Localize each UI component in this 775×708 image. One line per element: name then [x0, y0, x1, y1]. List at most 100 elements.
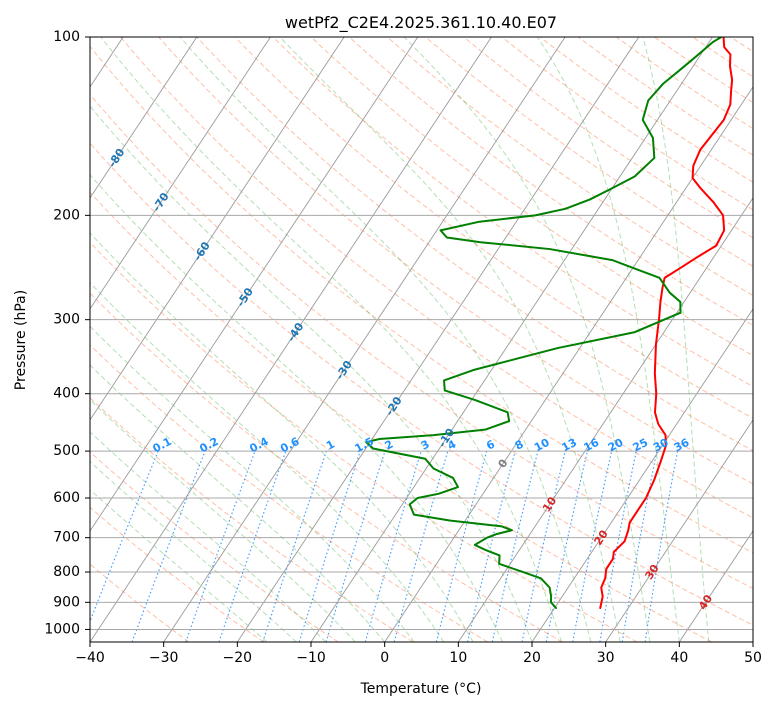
mixing-ratio-line: [90, 450, 159, 623]
dry-adiabat-line: [463, 37, 753, 239]
isotherm-label: -80: [106, 146, 128, 170]
isobar-gridlines: [90, 37, 753, 630]
isotherm-label: -30: [333, 358, 355, 382]
mixing-ratio-label: 4: [445, 437, 458, 452]
skewed-isotherm-line: [531, 308, 753, 642]
isotherm-label: 20: [592, 527, 611, 547]
x-tick-label: −10: [296, 650, 326, 666]
y-tick-label: 400: [53, 386, 80, 402]
plot-frame: [89, 36, 754, 643]
skewed-isotherm-line: [605, 419, 753, 642]
y-tick-label: 600: [53, 490, 80, 506]
moist-adiabat-line: [279, 37, 621, 642]
profile-lines: [365, 37, 734, 609]
dry-adiabat-line: [90, 45, 753, 554]
moist-adiabat-line: [90, 105, 533, 642]
mixing-ratio-label: 0.2: [197, 435, 220, 456]
x-tick-label: −20: [223, 650, 253, 666]
dewpoint-profile-line: [365, 37, 723, 609]
dry-adiabat-line: [90, 93, 753, 590]
temperature-profile-line: [599, 37, 734, 609]
mixing-ratio-lines: [90, 450, 679, 642]
isotherm-label: -20: [383, 394, 405, 418]
skewed-isotherms: [90, 37, 753, 642]
x-tick-label: 0: [380, 650, 389, 666]
x-axis: −40 −30 −20 −10 0 10 20 30 40 50: [75, 642, 762, 666]
mixing-ratio-label: 36: [672, 436, 692, 455]
skewed-isotherm-line: [90, 37, 271, 310]
isotherm-label: 40: [696, 592, 715, 612]
x-tick-label: 20: [523, 650, 541, 666]
mixing-ratio-line: [262, 450, 328, 642]
mixing-ratio-label: 3: [419, 438, 432, 453]
moist-adiabat-line: [90, 399, 356, 642]
mixing-ratio-label: 16: [582, 436, 602, 455]
mixing-ratio-label: 6: [484, 437, 497, 452]
skewed-isotherm-line: [90, 37, 198, 199]
plot-area: [90, 37, 753, 642]
mixing-ratio-line: [599, 450, 637, 642]
moist-adiabat-line: [90, 325, 415, 642]
isotherm-label: -60: [191, 239, 213, 263]
x-tick-label: 10: [449, 650, 467, 666]
isotherm-label: 30: [642, 562, 661, 582]
dry-adiabat-line: [120, 37, 753, 519]
isotherm-label: -90: [65, 96, 87, 120]
x-tick-label: 30: [597, 650, 615, 666]
moist-adiabat-line: [403, 37, 651, 642]
moist-adiabat-line: [90, 232, 474, 642]
dry-adiabat-line: [348, 37, 753, 326]
chart-title: wetPf2_C2E4.2025.361.10.40.E07: [285, 13, 557, 33]
y-tick-label: 500: [53, 443, 80, 459]
dry-adiabat-line: [90, 344, 488, 642]
isotherm-label: 0: [495, 457, 510, 471]
y-tick-label: 700: [53, 530, 80, 546]
mixing-ratio-label: 0.4: [247, 435, 271, 456]
skewed-isotherm-line: [90, 37, 419, 532]
mixing-ratio-line: [298, 450, 361, 642]
y-tick-label: 1000: [44, 621, 80, 637]
dry-adiabat-line: [310, 37, 753, 357]
mixing-ratio-line: [521, 450, 566, 642]
x-axis-label: Temperature (°C): [360, 681, 482, 697]
mixing-ratio-label: 10: [532, 436, 552, 455]
x-tick-label: 40: [670, 650, 688, 666]
isotherm-label: -50: [234, 285, 256, 309]
dry-adiabat-line: [272, 37, 753, 388]
mixing-ratio-label: 25: [631, 436, 651, 455]
mixing-ratio-label: 0.1: [151, 435, 174, 456]
isotherm-label: -40: [285, 320, 307, 344]
mixing-ratio-line: [218, 450, 287, 642]
mixing-ratio-line: [491, 450, 539, 642]
skewed-isotherm-line: [310, 37, 713, 642]
moist-adiabat-line: [642, 37, 710, 642]
moist-adiabat-line: [90, 431, 327, 642]
x-tick-label: −40: [75, 650, 105, 666]
y-tick-label: 200: [53, 207, 80, 223]
skewed-isotherm-line: [236, 37, 640, 642]
mixing-ratio-line: [325, 450, 386, 642]
dry-adiabat-line: [90, 241, 638, 642]
dry-adiabat-line: [692, 37, 753, 78]
y-axis: 100 200 300 400 500 600 700 800 900 1000: [44, 29, 90, 637]
y-tick-label: 100: [53, 29, 80, 45]
mixing-ratio-line: [572, 450, 613, 642]
mixing-ratio-label: 0.6: [278, 435, 302, 456]
dry-adiabat-line: [196, 37, 753, 452]
moist-adiabat-line: [100, 37, 562, 642]
mixing-ratio-label: 13: [559, 436, 579, 455]
moist-adiabat-line: [537, 37, 680, 642]
dry-adiabat-line: [90, 142, 753, 626]
dry-adiabat-line: [90, 397, 414, 642]
mixing-ratio-line: [466, 450, 516, 642]
mixing-ratio-line: [393, 450, 449, 642]
dry-adiabat-line: [425, 37, 753, 267]
mixing-ratio-label: 20: [606, 436, 626, 455]
skewed-isotherm-line: [384, 86, 753, 642]
mixing-ratio-line: [185, 450, 256, 642]
moist-adiabat-line: [90, 364, 386, 642]
mixing-ratio-line: [364, 450, 422, 642]
mixing-ratio-line: [621, 450, 658, 642]
y-tick-label: 800: [53, 564, 80, 580]
